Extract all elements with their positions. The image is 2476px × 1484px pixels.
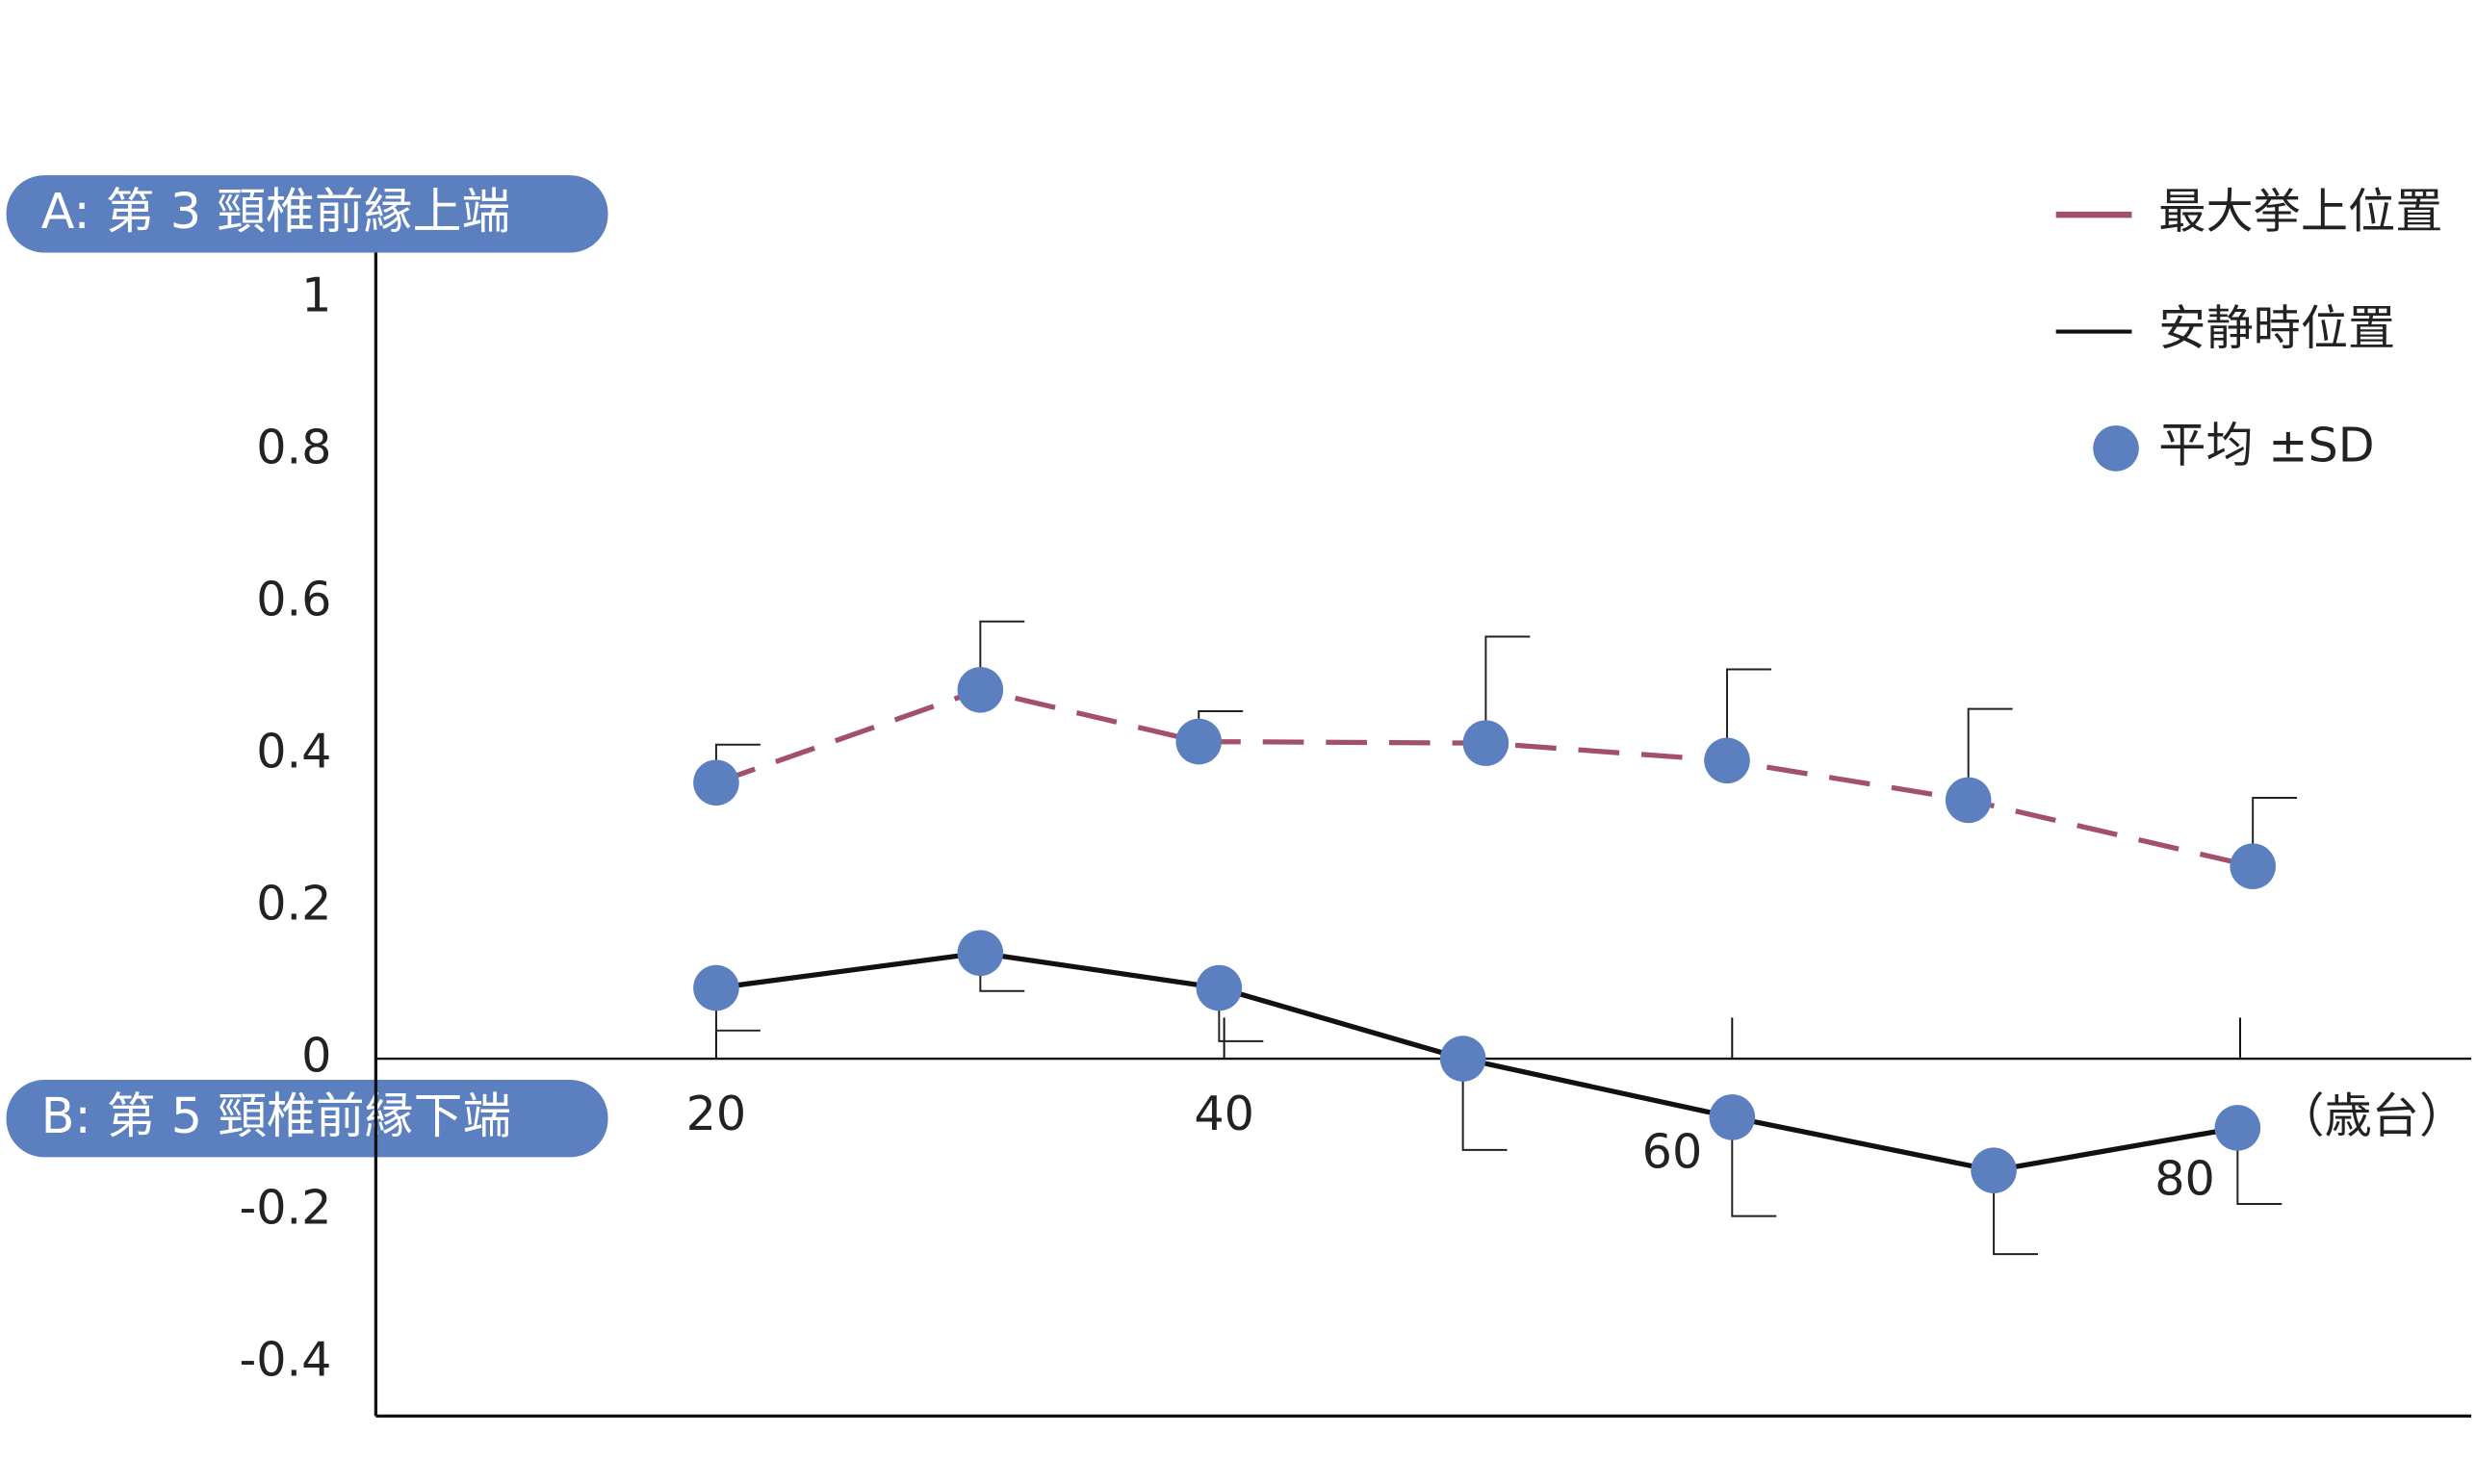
- error-bar: [1484, 635, 1531, 744]
- y-tick-label: 0.6: [256, 571, 331, 627]
- y-tick-label: -0.4: [239, 1332, 331, 1388]
- x-tick-label: 80: [2154, 1150, 2215, 1206]
- data-point: [693, 759, 739, 806]
- legend-label: 最大挙上位置: [2158, 184, 2442, 240]
- x-tick-label: 60: [1642, 1124, 1703, 1180]
- legend-marker: [2093, 425, 2139, 472]
- y-tick-label: 0: [301, 1028, 331, 1084]
- x-tick-label: 20: [686, 1086, 747, 1141]
- data-point: [693, 964, 739, 1011]
- error-bar: [1726, 668, 1771, 761]
- data-point: [1196, 964, 1243, 1011]
- series-line: [715, 687, 2254, 869]
- error-bar: [1731, 1116, 1777, 1217]
- x-axis-label: （歳台）: [2277, 1088, 2466, 1144]
- legend-label: 安静時位置: [2158, 300, 2395, 356]
- annotation: A: 第 3 頸椎前縁上端: [41, 183, 511, 240]
- data-point: [1704, 737, 1750, 784]
- data-point: [957, 667, 1004, 713]
- annotation-badge: [6, 1080, 608, 1158]
- legend-label: 平均 ±SD: [2158, 417, 2374, 473]
- data-point: [1175, 718, 1223, 765]
- y-tick-label: 0.2: [256, 876, 331, 932]
- data-point: [2230, 843, 2276, 889]
- data-point: [957, 930, 1004, 977]
- data-point: [1971, 1147, 2017, 1193]
- y-tick-label: -0.2: [239, 1180, 331, 1236]
- error-bar: [2236, 1127, 2283, 1205]
- y-tick-label: 0.8: [256, 419, 331, 474]
- data-point: [1439, 1036, 1486, 1082]
- annotation: B: 第 5 頸椎前縁下端: [41, 1087, 512, 1144]
- error-bar: [1993, 1170, 2038, 1256]
- error-bar: [1967, 707, 2013, 801]
- x-tick-label: 40: [1194, 1086, 1254, 1141]
- data-point: [1945, 777, 1992, 824]
- annotation-badge: [6, 175, 608, 253]
- data-point: [1709, 1094, 1756, 1140]
- error-bar: [1461, 1059, 1508, 1151]
- data-point: [1462, 720, 1509, 766]
- y-tick-label: 0.4: [256, 723, 331, 779]
- data-point: [2214, 1105, 2261, 1151]
- y-tick-label: 1: [301, 267, 331, 322]
